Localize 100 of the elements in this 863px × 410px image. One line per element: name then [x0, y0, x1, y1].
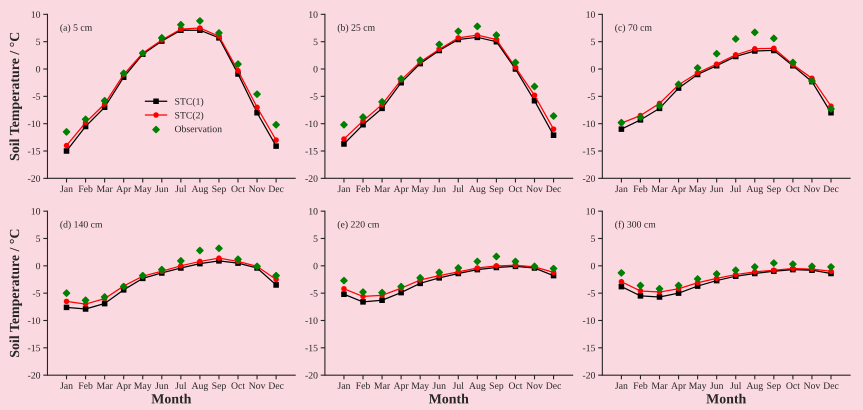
x-axis-title: Month: [151, 394, 192, 404]
x-tick-label: Oct: [786, 186, 800, 192]
y-tick-label: 0: [36, 262, 40, 270]
y-tick-label: 0: [313, 262, 318, 270]
y-tick-label: -20: [28, 175, 40, 182]
y-tick-label: -5: [310, 290, 318, 297]
x-tick-label: Jun: [155, 382, 168, 389]
y-tick-label: 5: [36, 38, 40, 46]
y-tick-label: -20: [582, 175, 596, 182]
x-tick-label: Jul: [175, 382, 186, 389]
x-tick-label: Mar: [96, 186, 113, 192]
y-tick-label: -15: [305, 344, 318, 352]
x-tick-label: May: [688, 186, 706, 194]
x-tick-label: May: [134, 186, 152, 194]
x-tick-label: Mar: [374, 382, 390, 389]
y-tick-label: -20: [305, 175, 318, 182]
y-tick-label: -20: [28, 372, 40, 379]
x-tick-label: Dec: [268, 382, 284, 389]
x-tick-label: Feb: [633, 382, 648, 389]
y-tick-label: 0: [36, 66, 40, 72]
annotation: (c) 70 cm: [615, 24, 652, 33]
x-tick-label: Jun: [432, 382, 446, 389]
x-tick-label: Jan: [338, 382, 350, 389]
x-tick-label: Dec: [546, 382, 562, 389]
annotation: (e) 220 cm: [338, 220, 380, 230]
x-tick-label: Nov: [526, 382, 543, 389]
y-tick-label: -10: [28, 317, 40, 324]
x-tick-label: Feb: [356, 382, 370, 389]
y-tick-label: -15: [28, 344, 40, 352]
x-tick-label: Jan: [615, 382, 628, 389]
y-tick-label: 10: [586, 11, 596, 18]
x-tick-label: Feb: [78, 382, 92, 389]
y-tick-label: 10: [309, 11, 318, 18]
x-tick-label: Nov: [804, 186, 820, 192]
x-tick-label: Jun: [432, 186, 446, 192]
x-tick-label: Dec: [823, 186, 839, 192]
annotation: (b) 25 cm: [338, 24, 375, 33]
x-tick-label: Mar: [652, 382, 668, 389]
x-tick-label: Aug: [746, 382, 763, 391]
x-tick-label: Oct: [231, 186, 245, 192]
y-tick-label: -5: [310, 93, 318, 100]
y-tick-label: 0: [590, 262, 596, 270]
x-tick-label: Sep: [212, 186, 226, 194]
legend-label: Observation: [174, 125, 222, 132]
x-tick-label: Dec: [823, 382, 839, 389]
x-tick-label: Jun: [710, 382, 724, 389]
x-tick-label: May: [412, 186, 430, 194]
y-tick-label: -15: [582, 344, 596, 352]
x-tick-label: Feb: [78, 185, 92, 192]
x-tick-label: Sep: [490, 186, 504, 194]
x-tick-label: Feb: [356, 185, 370, 192]
x-tick-label: Aug: [192, 382, 208, 391]
x-tick-label: Jul: [730, 382, 742, 389]
annotation: (a) 5 cm: [60, 24, 92, 33]
x-tick-label: Jan: [615, 186, 628, 192]
x-tick-label: Aug: [746, 186, 763, 194]
x-tick-label: Apr: [394, 186, 409, 194]
y-axis-title: Soil Temperature / °C: [9, 230, 22, 357]
y-tick-label: -10: [305, 317, 318, 324]
y-tick-label: -20: [305, 372, 318, 379]
x-axis-title: Month: [428, 394, 469, 404]
y-tick-label: 10: [32, 208, 40, 215]
x-tick-label: Jan: [60, 382, 73, 389]
x-tick-label: Jul: [730, 185, 742, 192]
x-tick-label: Jan: [338, 186, 350, 192]
x-tick-label: Jun: [710, 186, 724, 192]
x-tick-label: Dec: [268, 186, 284, 192]
x-tick-label: Apr: [671, 186, 686, 194]
y-tick-label: 5: [314, 38, 318, 46]
y-tick-label: -5: [32, 93, 40, 100]
x-tick-label: Aug: [469, 382, 486, 391]
annotation: (f) 300 cm: [615, 220, 656, 230]
y-tick-label: 5: [591, 38, 596, 46]
y-tick-label: -10: [305, 120, 318, 128]
x-tick-label: Jul: [452, 185, 464, 192]
x-tick-label: Apr: [116, 186, 132, 194]
legend-label: STC(1): [175, 98, 204, 107]
y-tick-label: -10: [582, 317, 596, 324]
y-tick-label: -20: [582, 372, 596, 379]
x-tick-label: Nov: [804, 382, 820, 389]
y-tick-label: 5: [314, 235, 318, 242]
y-tick-label: -10: [582, 120, 596, 128]
x-tick-label: Jun: [155, 186, 168, 192]
y-tick-label: 10: [586, 208, 596, 215]
x-tick-label: Dec: [546, 186, 562, 192]
x-tick-label: Sep: [490, 382, 504, 391]
x-tick-label: Sep: [212, 382, 226, 391]
x-tick-label: Mar: [374, 186, 390, 192]
y-tick-label: -15: [305, 148, 318, 154]
x-tick-label: Oct: [231, 382, 245, 389]
x-tick-label: Oct: [508, 382, 522, 389]
y-tick-label: 10: [309, 208, 318, 215]
x-tick-label: May: [688, 382, 706, 391]
x-tick-label: Aug: [469, 186, 486, 194]
legend-label: STC(2): [175, 112, 204, 120]
x-tick-label: Oct: [786, 382, 800, 389]
x-tick-label: Mar: [652, 186, 668, 192]
y-tick-label: -15: [28, 148, 40, 154]
x-tick-label: Apr: [671, 382, 686, 391]
y-tick-label: 0: [313, 66, 318, 72]
